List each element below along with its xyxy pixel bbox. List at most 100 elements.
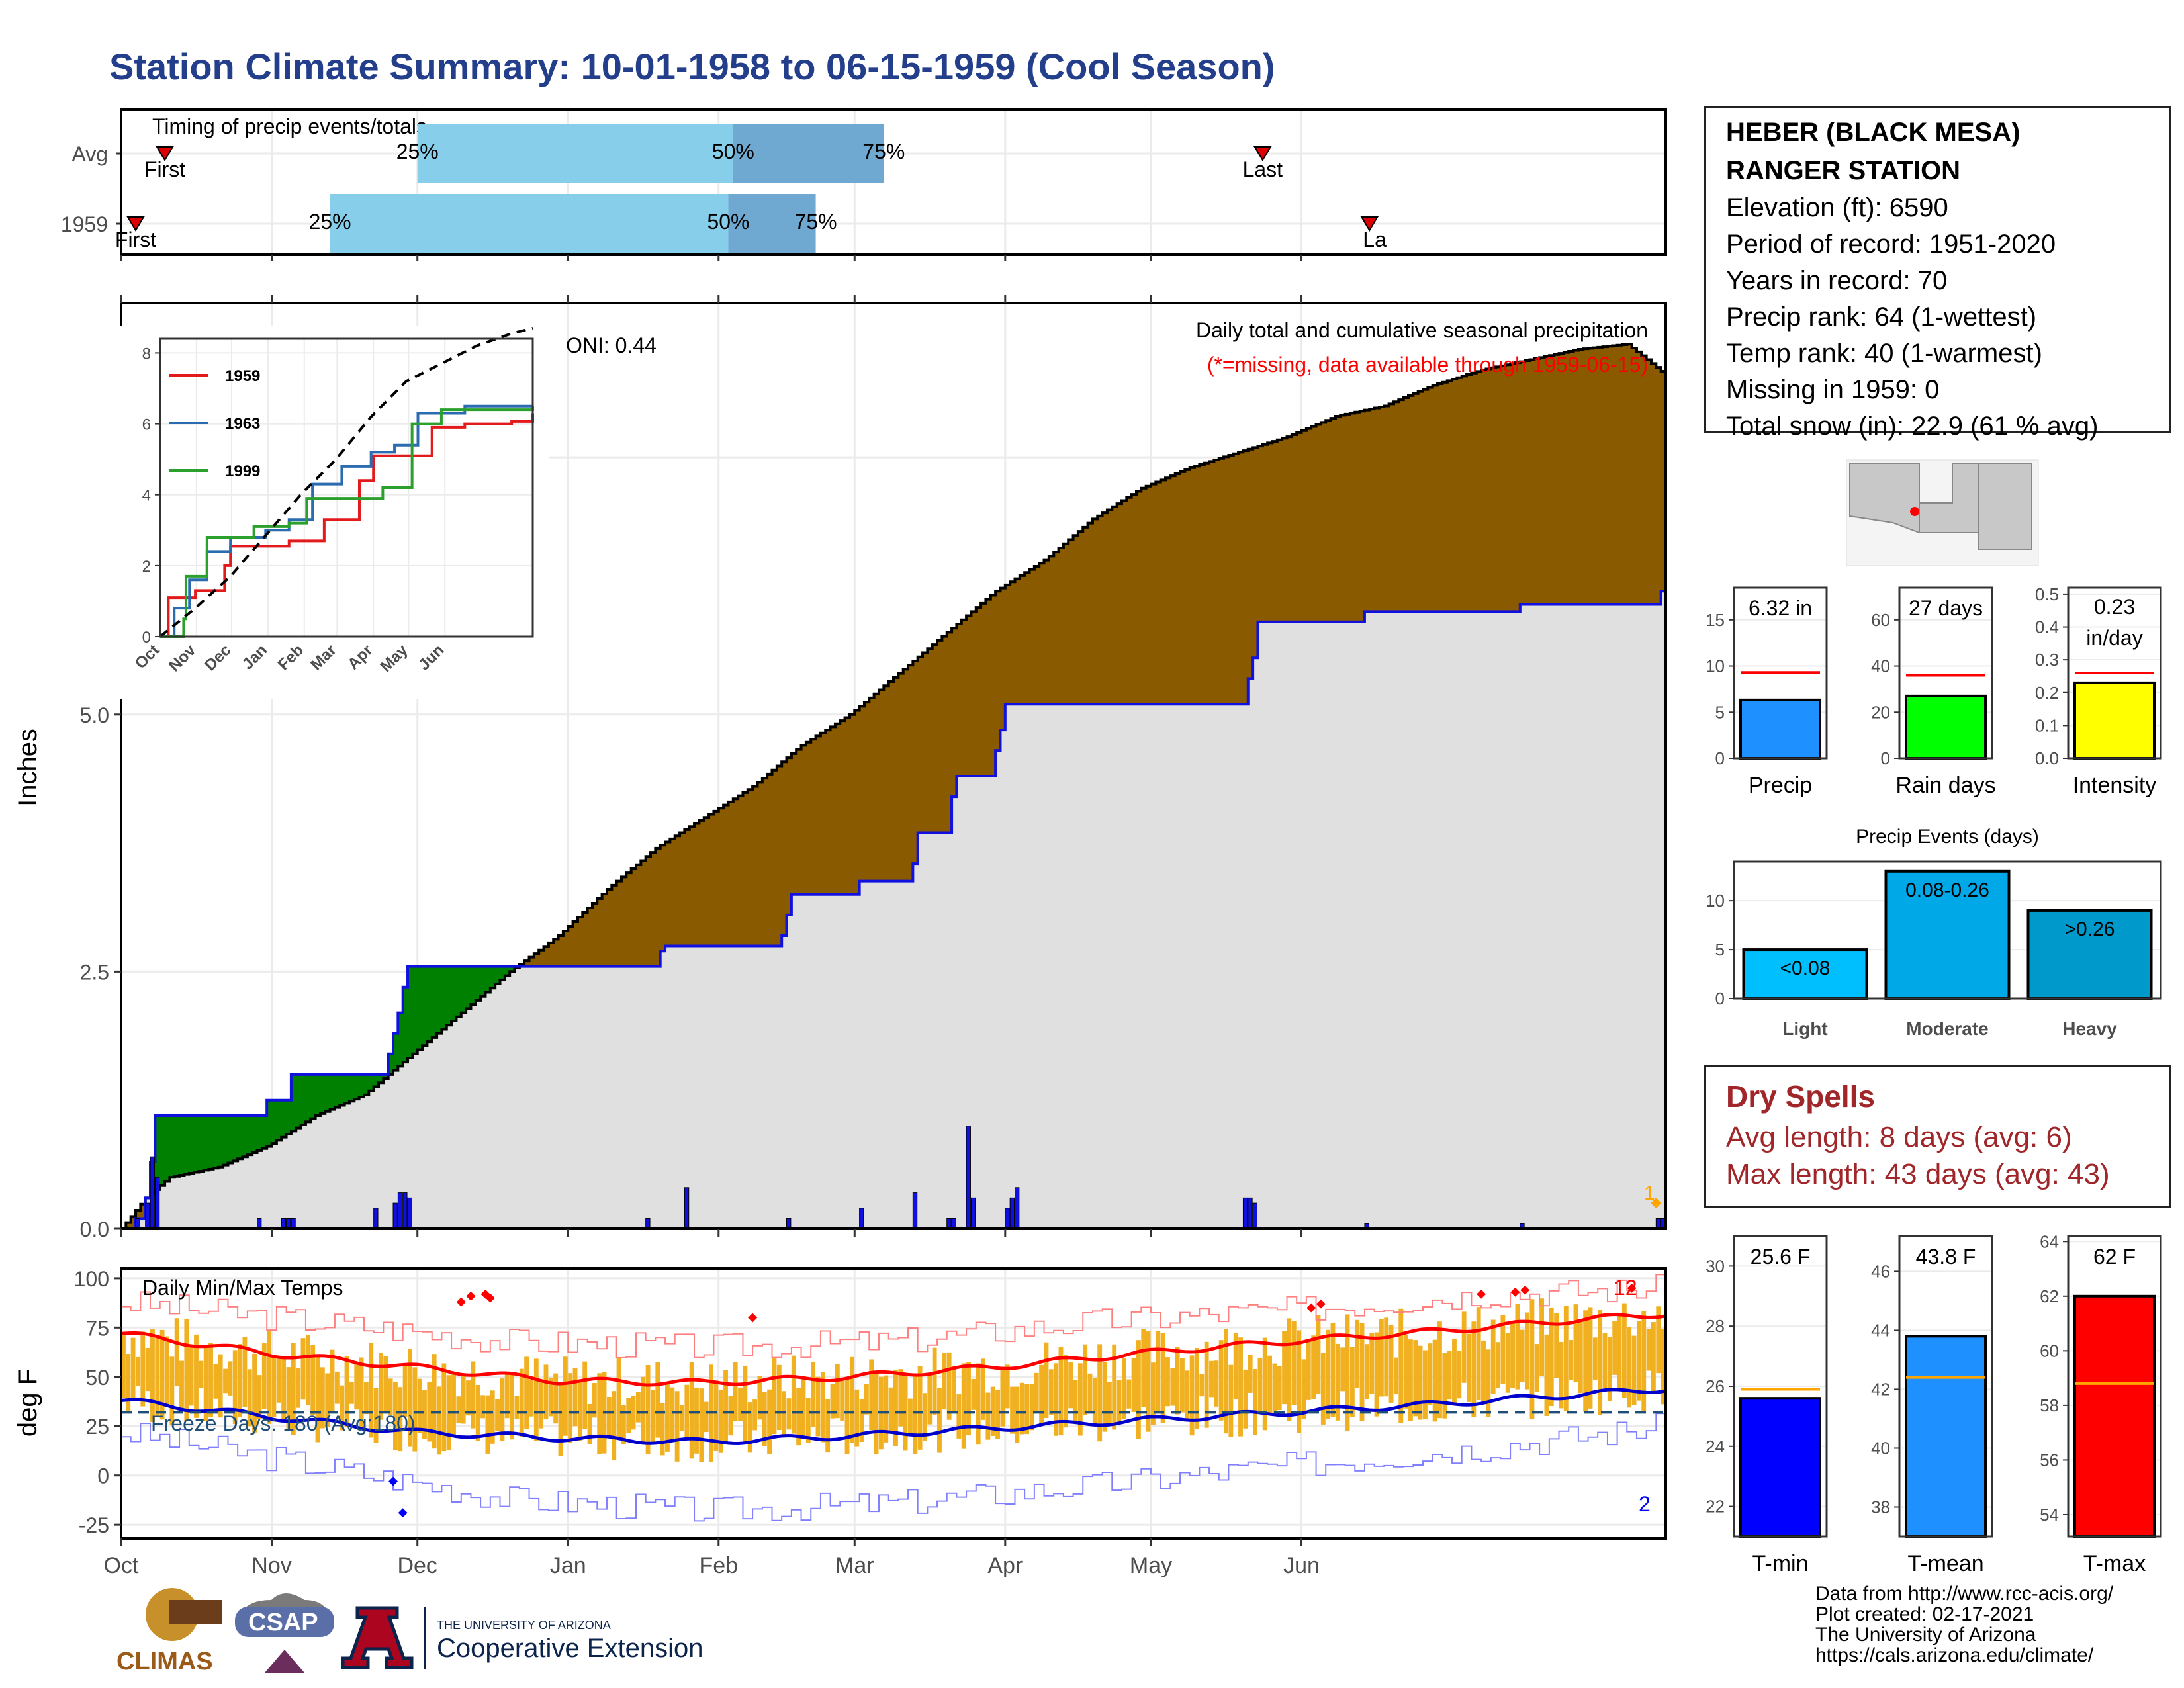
daily-temp-bar [1510, 1321, 1515, 1389]
daily-temp-bar [660, 1403, 665, 1456]
last-marker-icon [1253, 146, 1272, 161]
daily-temp-bar [441, 1363, 447, 1452]
inset-legend-label: 1999 [225, 463, 260, 480]
daily-temp-bar [1364, 1344, 1369, 1399]
daily-temp-bar [1461, 1311, 1467, 1383]
daily-temp-bar [1039, 1364, 1044, 1425]
daily-temp-bar [840, 1380, 845, 1421]
temp-stats-panel: 22 24 26 28 30 25.6 F T-min 38 40 42 44 46 43.8 F T-m… [1706, 1231, 2162, 1576]
daily-temp-bar [1024, 1384, 1030, 1435]
y-tick-label: 64 [2040, 1231, 2059, 1251]
daily-temp-bar [136, 1356, 140, 1386]
daily-temp-bar [1277, 1366, 1282, 1411]
daily-precip-bar [859, 1208, 864, 1229]
daily-temp-bar [641, 1376, 646, 1445]
daily-temp-bar [422, 1390, 427, 1439]
daily-temp-bar [937, 1388, 942, 1453]
temp-frame [120, 1267, 1667, 1540]
timing-bar-50-75 [733, 124, 884, 183]
daily-temp-bar [1136, 1340, 1141, 1439]
y-tick-label: 24 [1706, 1437, 1725, 1456]
y-tick-label: 0 [1715, 748, 1725, 768]
precip-chart-title: Daily total and cumulative seasonal prec… [1196, 318, 1648, 342]
daily-temp-bar [471, 1361, 476, 1429]
daily-temp-bar [179, 1360, 184, 1409]
daily-temp-bar [923, 1393, 927, 1441]
daily-temp-bar [820, 1372, 825, 1443]
daily-temp-bar [606, 1396, 612, 1439]
daily-temp-bar [305, 1335, 310, 1405]
x-tick-label: Apr [987, 1553, 1023, 1578]
daily-temp-bar [1457, 1351, 1462, 1399]
daily-temp-bar [1253, 1368, 1257, 1435]
daily-temp-bar [1204, 1341, 1209, 1428]
daily-temp-bar [1428, 1343, 1433, 1405]
daily-temp-bar [1287, 1318, 1292, 1421]
daily-temp-bar [184, 1318, 189, 1421]
last-marker-icon [1360, 216, 1379, 232]
daily-temp-bar [713, 1380, 719, 1451]
daily-precip-bar [257, 1218, 262, 1229]
y-tick-label: 26 [1706, 1376, 1725, 1396]
station-missing: Missing in 1959: 0 [1726, 375, 1940, 404]
daily-temp-bar [296, 1368, 301, 1408]
daily-temp-bar [1539, 1298, 1545, 1376]
daily-temp-bar [228, 1361, 233, 1396]
daily-temp-bar [1447, 1351, 1452, 1400]
daily-temp-bar [747, 1402, 752, 1453]
daily-temp-bar [864, 1384, 869, 1415]
daily-temp-bar [1156, 1331, 1161, 1411]
daily-temp-bar [1525, 1312, 1529, 1390]
daily-temp-bar [670, 1387, 675, 1441]
daily-temp-bar [1257, 1357, 1263, 1411]
daily-temp-bar [504, 1374, 510, 1419]
daily-temp-bar [1559, 1342, 1564, 1409]
daily-temp-bar [388, 1378, 393, 1415]
daily-temp-bar [796, 1387, 801, 1446]
daily-temp-bar [651, 1390, 655, 1444]
daily-temp-bar [917, 1366, 923, 1450]
daily-precip-bar [946, 1218, 952, 1229]
x-tick-label: Mar [835, 1553, 874, 1578]
daily-temp-bar [1146, 1331, 1151, 1432]
daily-temp-bar [1010, 1386, 1015, 1434]
last-label: Last [1243, 157, 1283, 181]
y-tick-label: 0.0 [2035, 748, 2059, 768]
daily-temp-bar [344, 1356, 349, 1427]
daily-temp-bar [475, 1384, 480, 1441]
y-tick-label: 0.3 [2035, 650, 2059, 670]
daily-temp-bar [1224, 1329, 1228, 1434]
y-tick-label: 0.0 [80, 1218, 109, 1241]
daily-temp-bar [218, 1354, 223, 1418]
daily-temp-bar [1490, 1319, 1496, 1394]
daily-temp-bar [1607, 1337, 1612, 1401]
daily-precip-bar [1655, 1218, 1661, 1229]
daily-temp-bar [612, 1391, 617, 1460]
daily-temp-bar [1112, 1344, 1117, 1430]
inset-y-tick-label: 6 [142, 416, 151, 434]
record-high-marker [1520, 1285, 1530, 1295]
daily-temp-bar [359, 1357, 364, 1428]
climas-logo-mark [169, 1600, 222, 1624]
daily-temp-bar [942, 1353, 947, 1410]
daily-temp-bar [203, 1347, 208, 1421]
daily-temp-bar [718, 1390, 723, 1453]
daily-temp-bar [893, 1370, 898, 1446]
daily-temp-bar [408, 1349, 412, 1447]
daily-temp-bar [1379, 1319, 1384, 1397]
daily-temp-bar [1170, 1368, 1175, 1406]
daily-precip-bar [1242, 1197, 1248, 1229]
daily-temp-bar [543, 1364, 549, 1420]
logos-strip: CLIMAS CSAP THE UNIVERSITY OF ARIZONA Co… [106, 1580, 741, 1685]
stat-bars-panel: 0 5 10 15 6.32 in Precip 0 20 40 60 27 days Rain da… [1706, 584, 2162, 798]
stat-value-label: in/day [2086, 626, 2142, 650]
daily-temp-bar [330, 1349, 335, 1413]
dry-spells-avg: Avg length: 8 days (avg: 6) [1726, 1121, 2072, 1153]
precip-chart-subtitle: (*=missing, data available through 1959-… [1207, 353, 1648, 377]
record-high-marker [485, 1293, 495, 1303]
daily-temp-bar [854, 1389, 860, 1447]
timing-pct-label: 50% [712, 140, 754, 163]
daily-temp-bar [281, 1356, 287, 1421]
daily-temp-bar [990, 1386, 995, 1437]
daily-temp-bar [1005, 1364, 1010, 1409]
